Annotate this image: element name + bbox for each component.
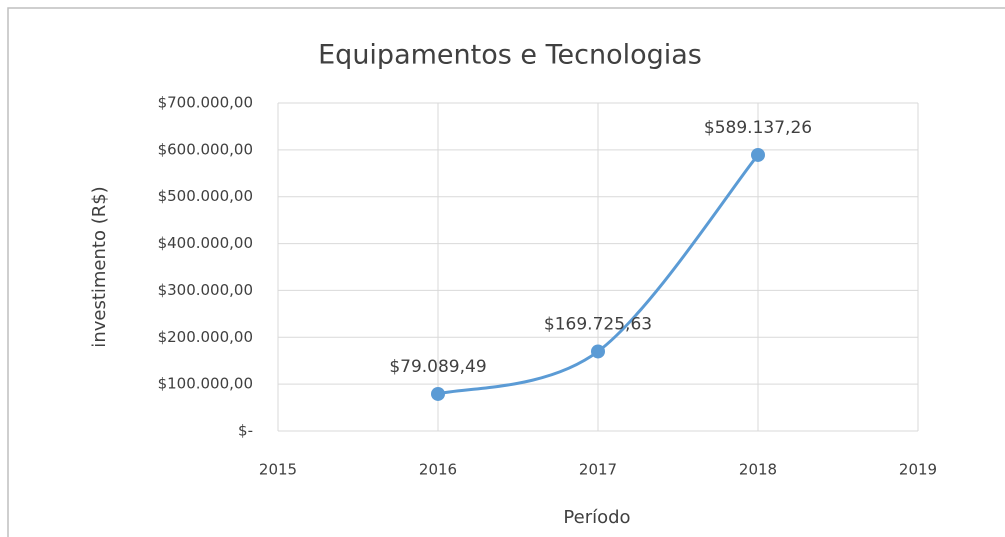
y-tick-label: $400.000,00	[158, 234, 253, 252]
chart-title: Equipamentos e Tecnologias	[318, 40, 702, 71]
y-tick-label: $200.000,00	[158, 328, 253, 346]
y-tick-label: $500.000,00	[158, 187, 253, 205]
x-tick-label: 2018	[739, 461, 777, 479]
x-tick-label: 2016	[419, 461, 457, 479]
x-tick-label: 2017	[579, 461, 617, 479]
x-tick-label: 2015	[259, 461, 297, 479]
y-tick-label: $300.000,00	[158, 281, 253, 299]
marker	[751, 147, 765, 162]
y-tick-label: $600.000,00	[158, 140, 253, 158]
chart-border	[7, 7, 1005, 537]
marker	[431, 386, 445, 401]
y-tick-label: $700.000,00	[158, 94, 253, 112]
x-tick-label: 2019	[899, 461, 937, 479]
x-axis-label: Período	[563, 507, 630, 528]
y-axis-label: investimento (R$)	[89, 186, 110, 347]
y-tick-label: $100.000,00	[158, 375, 253, 393]
data-label: $169.725,63	[544, 314, 652, 334]
y-tick-label: $-	[238, 422, 253, 440]
marker	[591, 344, 605, 359]
data-label: $589.137,26	[704, 118, 812, 138]
data-label: $79.089,49	[389, 357, 486, 377]
